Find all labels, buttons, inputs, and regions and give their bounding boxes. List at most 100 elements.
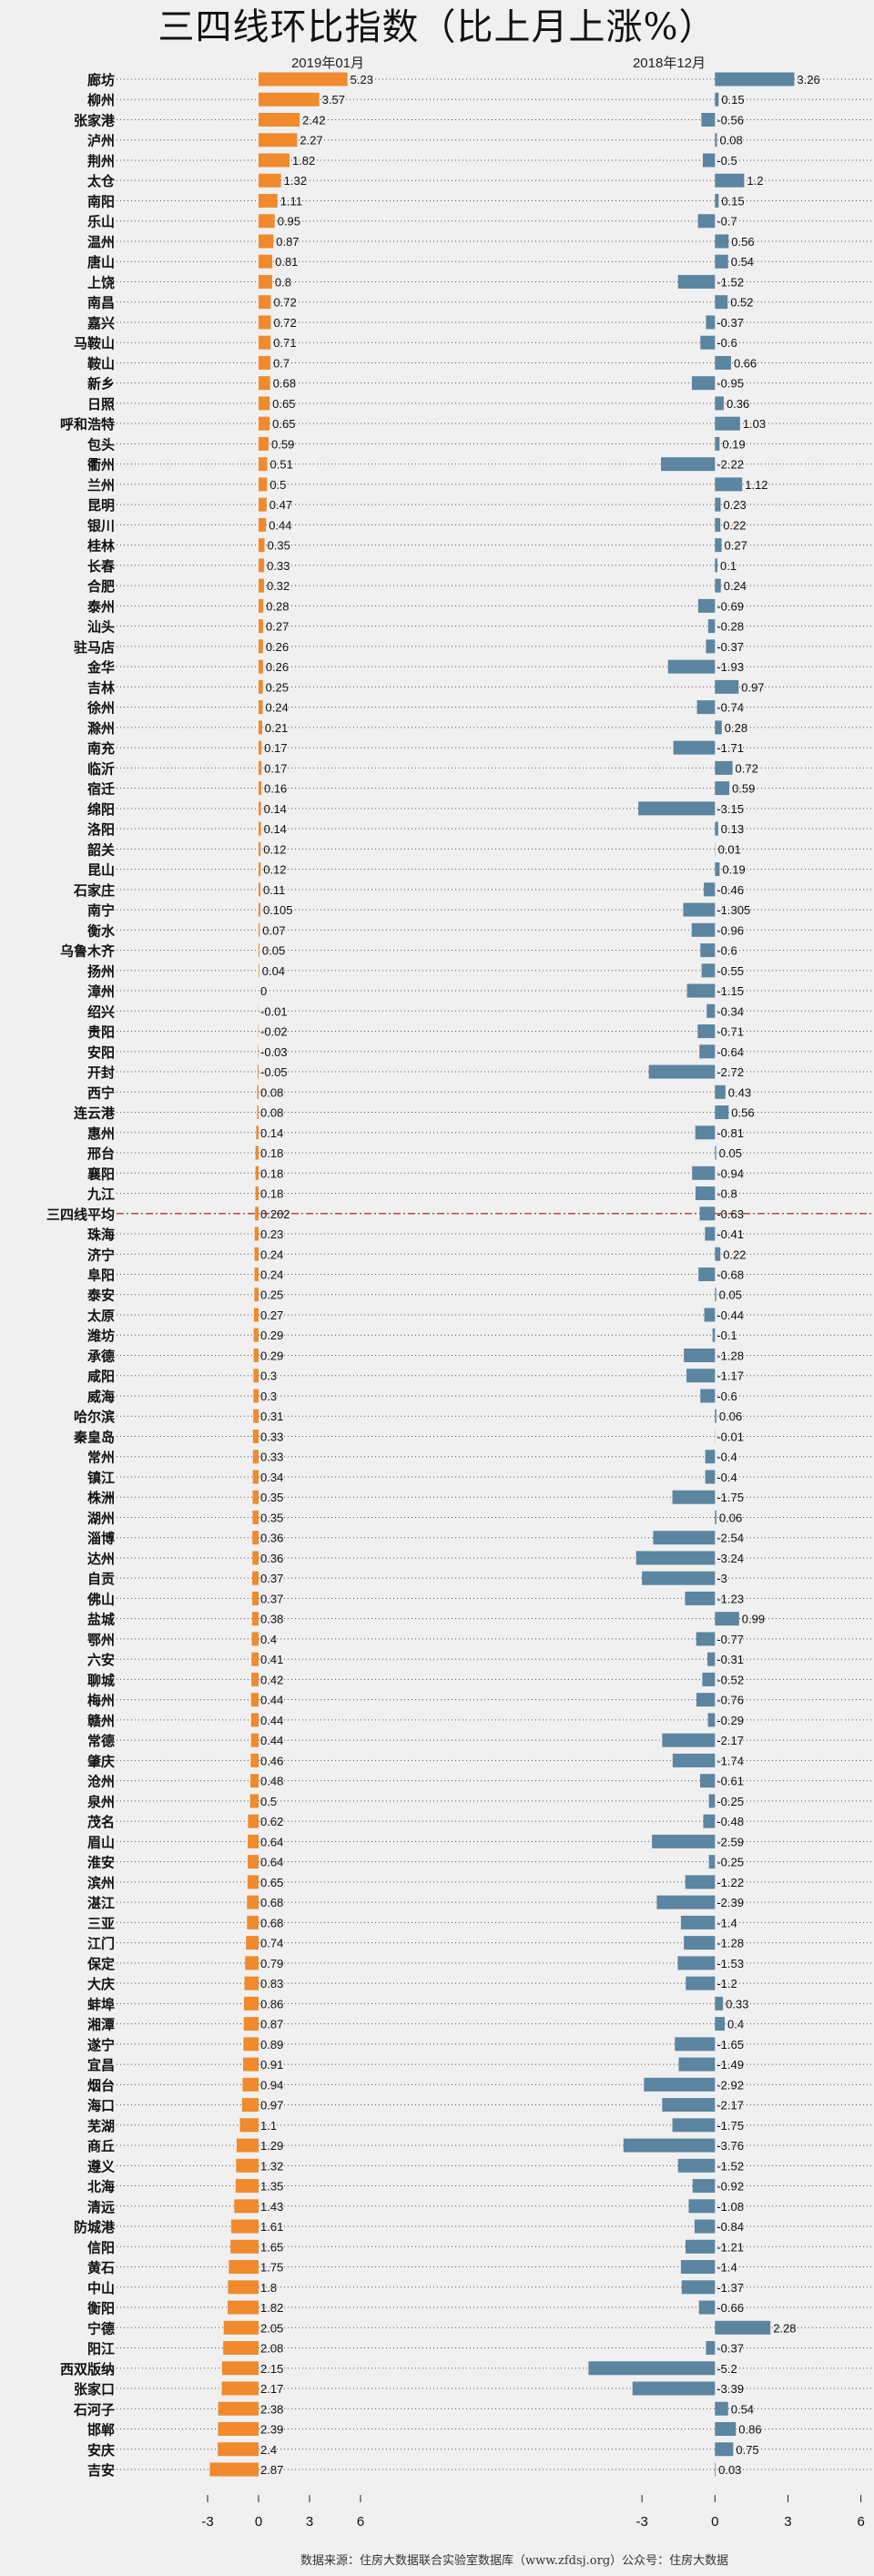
right-bar — [715, 679, 739, 694]
category-label: 常德 — [87, 1733, 115, 1749]
right-bar — [715, 720, 722, 735]
left-bar — [256, 1125, 259, 1140]
left-value-label: 0.25 — [260, 1288, 283, 1302]
left-value-label: 0.24 — [260, 1247, 283, 1261]
right-bar — [686, 1369, 716, 1383]
right-value-label: 0.59 — [732, 782, 755, 796]
left-bar — [259, 92, 320, 107]
left-value-label: 0.28 — [266, 599, 289, 613]
left-bar — [218, 2422, 259, 2437]
right-value-label: -0.52 — [716, 1673, 744, 1686]
left-value-label: 0.44 — [260, 1734, 283, 1747]
category-label: 石河子 — [73, 2401, 115, 2418]
left-value-label: 0.62 — [260, 1815, 283, 1828]
right-bar — [715, 436, 720, 451]
page-title: 三四线环比指数（比上月上涨%） — [158, 6, 716, 48]
right-tick-label: 6 — [857, 2514, 864, 2530]
right-value-label: -3.24 — [716, 1552, 744, 1565]
left-value-label: 0.18 — [260, 1187, 283, 1201]
right-value-label: 0.66 — [734, 356, 757, 370]
right-bar — [715, 1612, 739, 1626]
category-label: 阳江 — [87, 2341, 115, 2357]
left-panel-title: 2019年01月 — [290, 56, 365, 71]
right-bar — [715, 173, 745, 188]
left-value-label: 0.44 — [269, 518, 291, 532]
left-bar — [259, 598, 264, 613]
left-value-label: 0.64 — [260, 1856, 283, 1869]
right-bar — [706, 2341, 716, 2356]
right-bar — [692, 1166, 716, 1180]
category-label: 惠州 — [87, 1125, 115, 1142]
right-value-label: -1.49 — [716, 2058, 744, 2072]
category-label: 遂宁 — [87, 2037, 115, 2053]
right-value-label: -1.37 — [716, 2281, 744, 2295]
category-label: 佛山 — [86, 1591, 115, 1607]
category-label: 临沂 — [87, 760, 115, 777]
left-bar — [236, 2138, 259, 2153]
right-value-label: -2.92 — [716, 2078, 744, 2092]
left-bar — [250, 1753, 259, 1767]
category-label: 日照 — [87, 396, 115, 412]
category-label: 上饶 — [87, 274, 115, 290]
category-label: 桂林 — [86, 538, 116, 555]
category-label: 滨州 — [87, 1875, 115, 1891]
right-bar — [707, 1652, 716, 1666]
category-label: 中山 — [87, 2280, 115, 2296]
left-value-label: 0.65 — [272, 397, 295, 411]
left-bar — [230, 2219, 259, 2234]
left-bar — [251, 1632, 259, 1646]
right-bar — [680, 2260, 716, 2275]
right-value-label: 0.06 — [719, 1511, 742, 1524]
right-value-label: -1.15 — [716, 984, 744, 998]
right-bar — [677, 2158, 716, 2173]
right-value-label: 0.28 — [725, 721, 747, 735]
category-label: 三亚 — [87, 1915, 115, 1931]
right-bar — [705, 1470, 716, 1484]
left-value-label: 0.26 — [266, 640, 289, 654]
right-bar — [699, 1207, 716, 1221]
right-tick-label: 0 — [711, 2514, 718, 2530]
right-panel-title: 2018年12月 — [632, 56, 706, 71]
right-value-label: -5.2 — [716, 2362, 737, 2376]
right-bar — [715, 396, 724, 411]
category-label: 芜湖 — [87, 2118, 115, 2134]
right-bar — [662, 2098, 716, 2113]
right-bar — [697, 214, 716, 229]
left-value-label: 0.32 — [267, 579, 290, 593]
left-bar — [259, 376, 270, 391]
left-bar — [259, 538, 265, 553]
right-value-label: -1.75 — [716, 1491, 744, 1504]
right-bar — [644, 2077, 716, 2092]
left-bar — [244, 1976, 259, 1991]
right-value-label: -0.8 — [716, 1187, 737, 1201]
left-bar — [242, 2077, 259, 2092]
right-bar — [708, 1855, 716, 1869]
left-value-label: 2.15 — [260, 2362, 283, 2376]
left-value-label: 2.4 — [260, 2443, 277, 2457]
category-label: 昆山 — [87, 862, 115, 879]
left-bar — [243, 2037, 259, 2052]
right-value-label: -0.6 — [716, 1390, 737, 1403]
left-bar — [259, 841, 261, 856]
category-label: 遵义 — [87, 2158, 115, 2174]
right-bar — [661, 457, 716, 472]
category-label: 洛阳 — [87, 821, 115, 838]
right-value-label: -0.48 — [716, 1815, 744, 1828]
left-value-label: 0.24 — [265, 701, 288, 715]
right-bar — [715, 1996, 724, 2011]
right-value-label: 0.33 — [726, 1997, 748, 2011]
right-value-label: -0.29 — [716, 1714, 744, 1727]
left-bar — [255, 1166, 259, 1180]
right-bar — [697, 598, 716, 613]
left-bar — [254, 1227, 259, 1241]
left-value-label: 1.82 — [260, 2301, 283, 2315]
left-bar — [253, 1409, 259, 1423]
left-bar — [228, 2300, 259, 2315]
left-bar — [259, 781, 261, 796]
right-value-label: 0.1 — [720, 559, 737, 573]
left-bar — [253, 1328, 259, 1342]
left-value-label: 1.43 — [260, 2200, 283, 2214]
left-bar — [259, 740, 262, 755]
